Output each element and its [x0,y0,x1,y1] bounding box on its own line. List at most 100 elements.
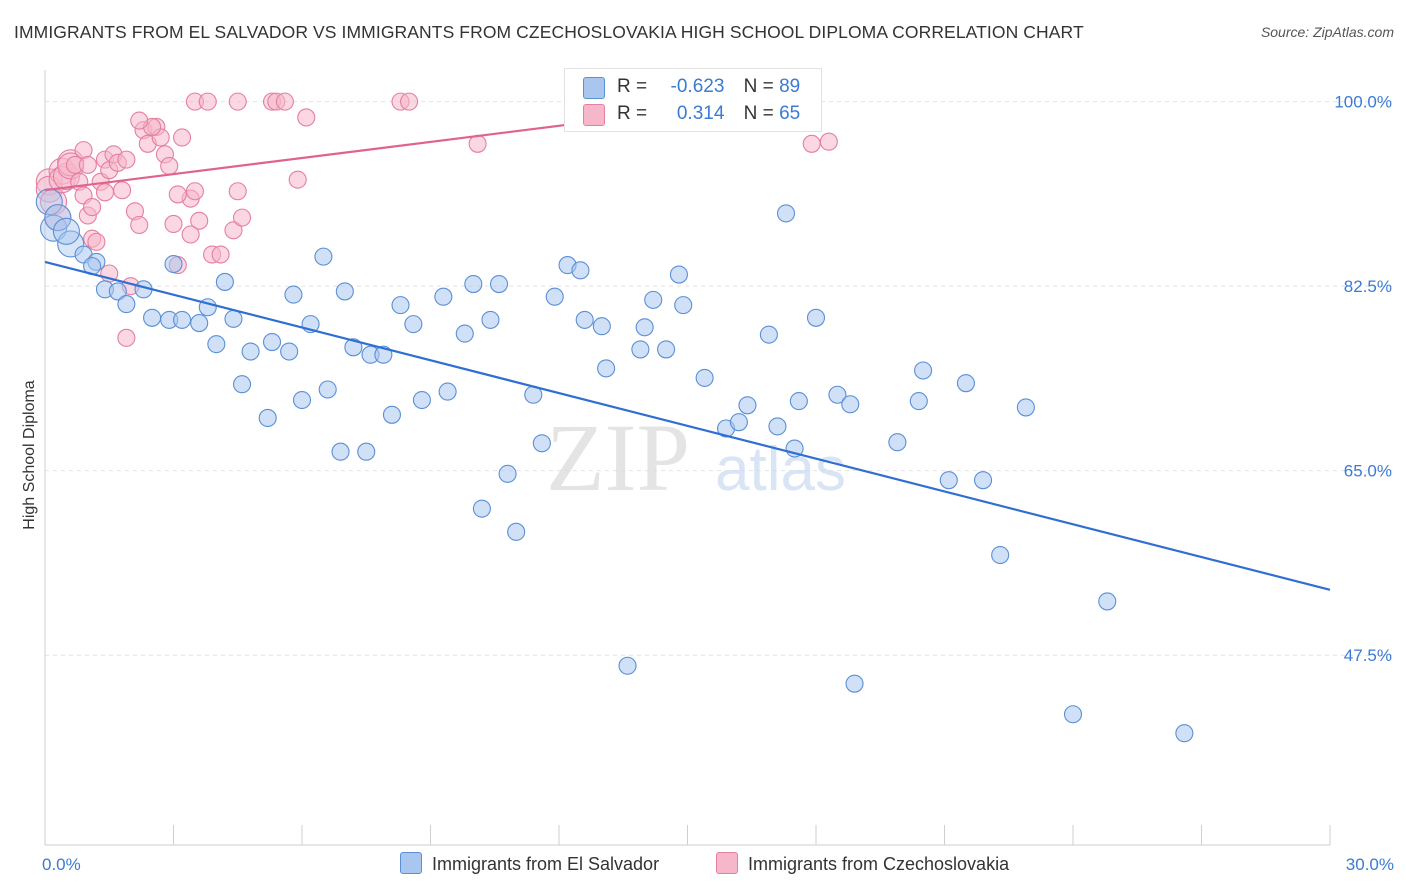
bottom-legend-label: Immigrants from Czechoslovakia [748,854,1010,874]
data-point [143,308,162,327]
data-point [644,290,663,309]
data-point [575,310,594,329]
data-point [489,274,509,294]
bottom-legend-el-salvador: Immigrants from El Salvador [400,852,659,875]
data-point [297,108,316,127]
data-point [738,396,757,415]
trend-line-el-salvador [44,260,1331,591]
legend-r-label: R = [617,76,648,97]
data-point [52,217,80,245]
legend-n-label: N = [743,103,774,124]
data-point [1063,705,1083,724]
data-point [391,296,410,315]
data-point [357,442,376,461]
data-point [173,310,192,329]
bottom-legend-swatch-pink [716,852,738,874]
data-point [87,232,106,251]
data-point [190,211,209,230]
watermark-atlas: atlas [715,435,846,504]
data-point [344,338,363,357]
data-point [232,375,252,394]
data-point [532,434,551,453]
data-point [1175,724,1194,743]
data-point [631,340,650,359]
legend-r-value: -0.623 [670,76,725,97]
data-point [776,204,796,223]
data-point [909,392,928,411]
legend-n-value: 89 [779,76,801,97]
data-point [695,368,714,387]
data-point [1016,398,1035,417]
data-point [181,225,200,244]
data-point [597,359,616,378]
series-el-salvador-points [35,188,1194,743]
data-point [44,204,72,232]
axes [44,70,1331,846]
legend-swatch-pink [583,104,605,126]
correlation-legend: R = -0.623 N = 89 R = 0.314 N = 65 [564,68,822,132]
data-point [275,92,294,111]
data-point [228,92,247,111]
data-point [657,340,676,359]
data-point [789,392,808,411]
data-point [108,282,127,301]
data-point [335,282,354,301]
data-point [545,287,564,306]
data-point [498,464,517,483]
data-point [592,317,611,336]
data-point [464,274,483,294]
data-point [190,314,209,333]
data-point [828,385,847,404]
data-point [168,185,187,204]
data-point [674,296,693,315]
data-point [258,408,277,428]
legend-swatch-blue [583,77,605,99]
data-point [173,128,192,147]
data-point [130,215,149,235]
data-point [438,382,457,401]
data-point [160,156,179,176]
data-point [185,182,204,201]
data-point [198,92,217,111]
data-point [382,405,402,424]
data-point [211,245,230,264]
watermark-zip: ZIP [546,404,690,511]
data-point [241,342,260,361]
data-point [288,170,307,189]
series-czechoslovakia-points [35,92,838,347]
trend-lines [44,99,1331,591]
data-point [117,150,136,169]
data-point [806,308,826,327]
data-point [224,221,243,240]
data-point [164,214,183,233]
data-point [939,471,958,490]
legend-r-label: R = [617,103,648,124]
data-point [207,335,226,354]
data-point [78,155,97,174]
data-point [802,134,821,153]
bottom-legend-swatch-blue [400,852,422,874]
watermark: ZIP atlas [546,404,846,511]
data-point [472,499,491,518]
data-point [618,656,637,675]
data-point [729,413,748,432]
source-label: Source: ZipAtlas.com [1260,24,1394,40]
data-point [635,318,654,337]
data-point [888,433,907,452]
data-point [973,471,993,490]
y-tick-label: 82.5% [1344,277,1392,296]
y-tick-label: 100.0% [1334,93,1392,112]
data-point [113,181,132,200]
data-point [481,310,500,329]
data-point [991,545,1010,565]
data-point [400,92,419,111]
data-point [669,265,688,284]
data-point [314,247,333,266]
data-point [404,315,423,334]
data-point [117,295,136,314]
data-point [284,285,303,304]
bottom-legend-czechoslovakia: Immigrants from Czechoslovakia [716,852,1009,875]
data-point [83,198,102,217]
data-point [130,111,149,130]
